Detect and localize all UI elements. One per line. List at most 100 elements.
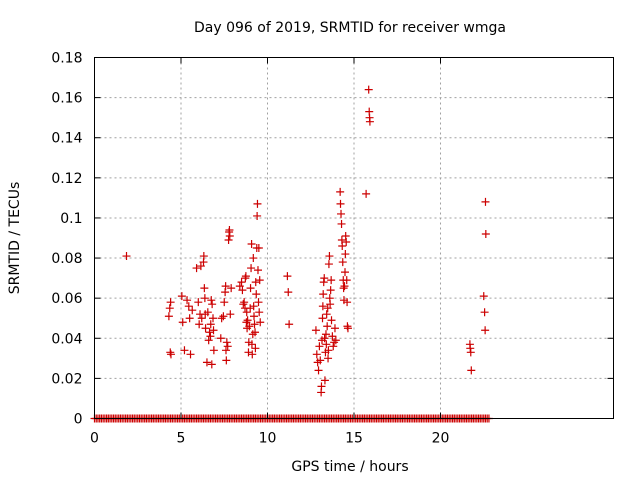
data-point <box>481 326 490 335</box>
data-point <box>323 304 332 313</box>
data-point <box>285 320 294 329</box>
axis-ticks <box>94 57 614 419</box>
data-point <box>328 332 337 341</box>
data-point <box>164 312 173 321</box>
data-point <box>320 376 329 385</box>
data-point <box>311 326 320 335</box>
data-point <box>227 284 236 293</box>
data-point <box>249 254 258 263</box>
data-point <box>330 338 339 347</box>
data-point <box>222 356 231 365</box>
data-point <box>180 346 189 355</box>
data-point <box>254 244 263 253</box>
data-point <box>209 346 218 355</box>
data-point <box>184 302 193 311</box>
data-point <box>253 199 262 208</box>
data-point <box>238 286 247 295</box>
y-tick-label: 0.04 <box>51 331 82 347</box>
data-point <box>244 348 253 357</box>
data-point <box>194 298 203 307</box>
x-tick-label: 10 <box>259 431 277 447</box>
data-point <box>312 350 321 359</box>
data-point <box>327 276 336 285</box>
data-point <box>241 272 250 281</box>
data-point <box>250 312 259 321</box>
data-point <box>246 284 255 293</box>
data-point <box>247 264 256 273</box>
data-point <box>255 276 264 285</box>
data-point <box>342 276 351 285</box>
data-point <box>326 286 335 295</box>
data-point <box>242 318 251 327</box>
data-point <box>188 306 197 315</box>
data-point <box>330 324 339 333</box>
data-point <box>322 310 331 319</box>
data-point <box>318 302 327 311</box>
data-point <box>223 342 232 351</box>
data-point <box>320 274 329 283</box>
data-point <box>365 117 374 126</box>
data-point <box>201 324 210 333</box>
data-point <box>219 312 228 321</box>
data-point <box>467 366 476 375</box>
data-point <box>224 236 233 245</box>
data-point <box>256 318 265 327</box>
data-point <box>283 272 292 281</box>
x-tick-label: 5 <box>177 431 186 447</box>
data-point <box>342 238 351 247</box>
data-point <box>122 252 131 261</box>
data-point <box>197 314 206 323</box>
data-point <box>324 354 333 363</box>
data-point <box>185 314 194 323</box>
data-point <box>343 298 352 307</box>
data-point <box>466 348 475 357</box>
x-axis-label: GPS time / hours <box>291 459 408 475</box>
data-point <box>324 346 333 355</box>
data-point <box>247 240 256 249</box>
data-point <box>321 330 330 339</box>
data-point <box>235 282 244 291</box>
data-point <box>209 314 218 323</box>
data-point <box>343 324 352 333</box>
data-point <box>166 348 175 357</box>
y-tick-label: 0.06 <box>51 291 82 307</box>
data-point <box>339 284 348 293</box>
data-point <box>220 298 229 307</box>
data-point <box>240 298 249 307</box>
data-point <box>317 382 326 391</box>
y-tick-labels: 0 0.02 0.04 0.06 0.08 0.1 0.12 0.14 0.16 0.18 <box>51 51 82 428</box>
data-points <box>122 85 490 397</box>
data-point <box>206 332 215 341</box>
data-point <box>320 334 329 343</box>
data-point <box>318 314 327 323</box>
data-point <box>314 366 323 375</box>
data-point <box>178 318 187 327</box>
data-point <box>319 290 328 299</box>
data-point <box>325 252 334 261</box>
x-tick-label: 15 <box>345 431 363 447</box>
data-point <box>242 308 251 317</box>
y-tick-label: 0.18 <box>51 51 82 67</box>
data-point <box>327 316 336 325</box>
data-point <box>316 356 325 365</box>
data-point <box>323 322 332 331</box>
data-point <box>336 199 345 208</box>
data-point <box>341 268 350 277</box>
data-point <box>480 308 489 317</box>
data-point <box>341 250 350 259</box>
data-point <box>199 252 208 261</box>
data-point <box>222 338 231 347</box>
y-tick-label: 0.14 <box>51 131 82 147</box>
data-point <box>362 189 371 198</box>
data-point <box>253 211 262 220</box>
data-point <box>250 320 259 329</box>
data-point <box>200 284 209 293</box>
data-point <box>221 282 230 291</box>
data-point <box>196 262 205 271</box>
data-point <box>209 326 218 335</box>
data-point <box>207 360 216 369</box>
data-point <box>226 310 235 319</box>
data-point <box>329 342 338 351</box>
data-point <box>251 328 260 337</box>
